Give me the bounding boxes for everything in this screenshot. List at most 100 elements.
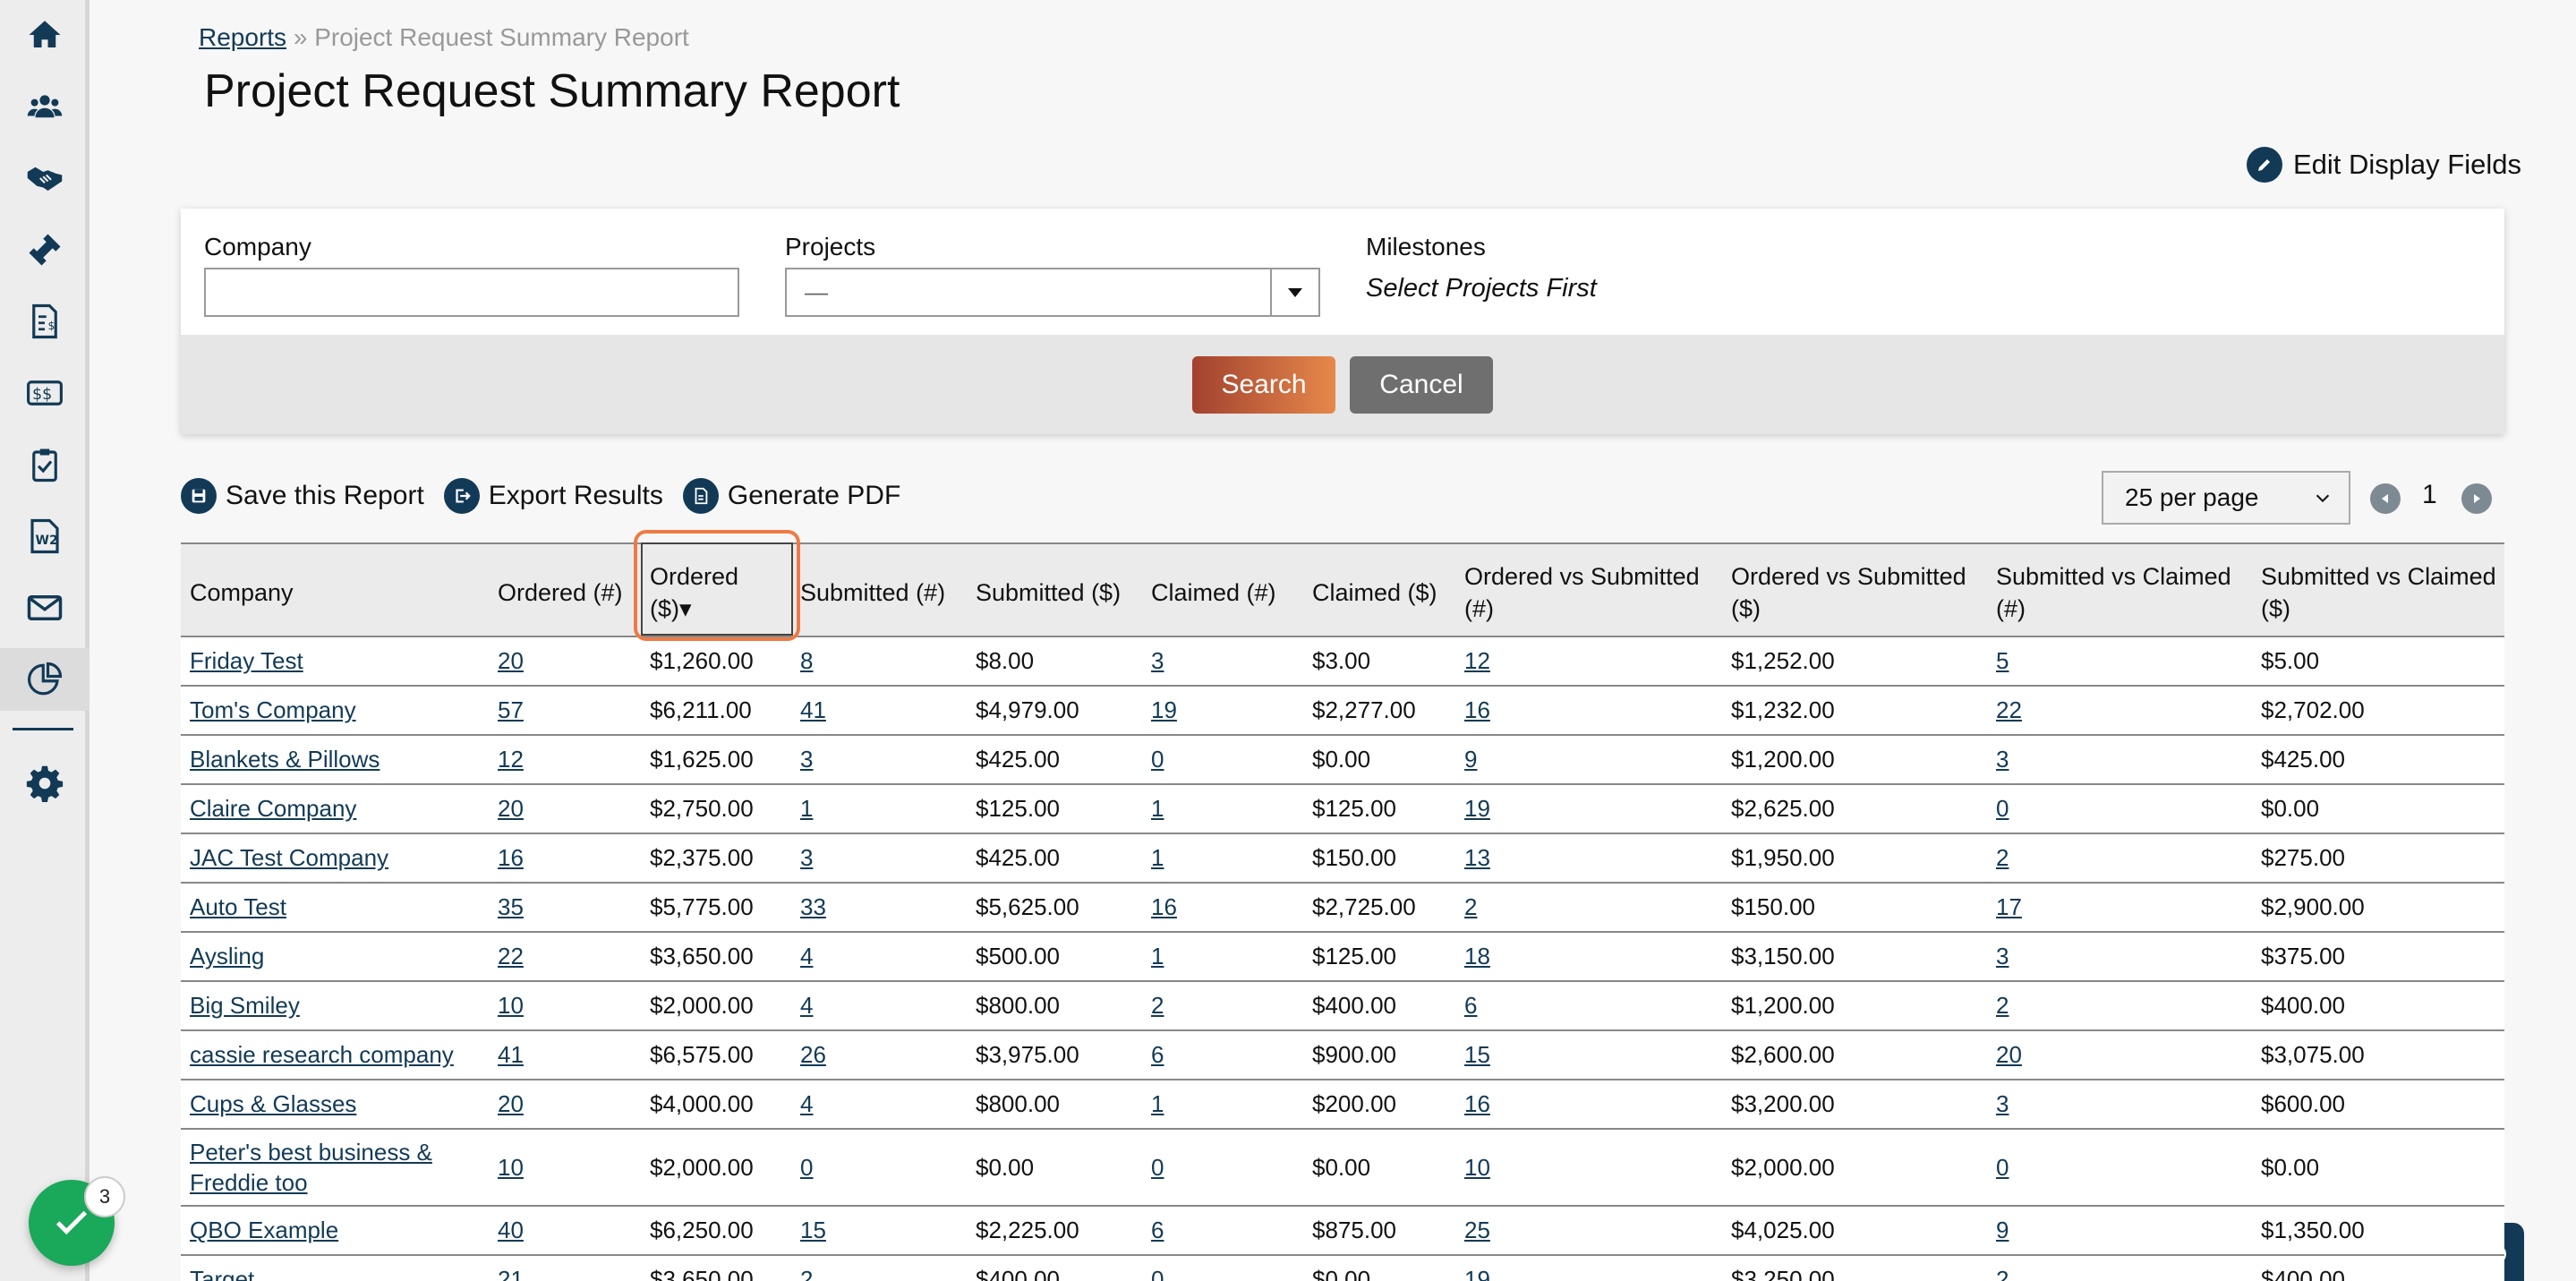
count-link[interactable]: 6 xyxy=(1151,1041,1164,1068)
count-link[interactable]: 40 xyxy=(498,1217,524,1243)
count-link[interactable]: 17 xyxy=(1996,893,2022,920)
count-link[interactable]: 19 xyxy=(1464,1266,1490,1281)
count-link[interactable]: 15 xyxy=(1464,1041,1490,1068)
sidebar-item-reports[interactable] xyxy=(0,648,90,711)
sidebar-item-w2[interactable]: W2 xyxy=(0,505,90,568)
count-link[interactable]: 3 xyxy=(800,844,814,871)
sidebar-item-tickets[interactable] xyxy=(0,218,90,281)
count-link[interactable]: 4 xyxy=(800,1090,814,1117)
column-header[interactable]: Submitted (#) xyxy=(791,542,967,637)
count-link[interactable]: 5 xyxy=(1996,647,2009,674)
company-link[interactable]: Cups & Glasses xyxy=(190,1090,357,1117)
count-link[interactable]: 3 xyxy=(1996,746,2009,773)
count-link[interactable]: 10 xyxy=(498,1154,524,1181)
count-link[interactable]: 0 xyxy=(1151,1266,1164,1281)
count-link[interactable]: 13 xyxy=(1464,844,1490,871)
count-link[interactable]: 16 xyxy=(1464,1090,1490,1117)
count-link[interactable]: 9 xyxy=(1996,1217,2009,1243)
count-link[interactable]: 16 xyxy=(498,844,524,871)
count-link[interactable]: 1 xyxy=(1151,1090,1164,1117)
count-link[interactable]: 4 xyxy=(800,943,814,969)
company-link[interactable]: QBO Example xyxy=(190,1217,339,1243)
column-header[interactable]: Company xyxy=(181,542,489,637)
company-link[interactable]: Friday Test xyxy=(190,647,303,674)
count-link[interactable]: 6 xyxy=(1464,992,1478,1019)
company-link[interactable]: JAC Test Company xyxy=(190,844,389,871)
count-link[interactable]: 21 xyxy=(498,1266,524,1281)
count-link[interactable]: 1 xyxy=(1151,795,1164,822)
count-link[interactable]: 10 xyxy=(1464,1154,1490,1181)
count-link[interactable]: 41 xyxy=(498,1041,524,1068)
count-link[interactable]: 3 xyxy=(1151,647,1164,674)
count-link[interactable]: 0 xyxy=(1996,795,2009,822)
company-link[interactable]: Tom's Company xyxy=(190,696,356,723)
search-button[interactable]: Search xyxy=(1192,356,1335,414)
column-header[interactable]: Ordered ($)▾ xyxy=(641,542,791,637)
count-link[interactable]: 0 xyxy=(1996,1154,2009,1181)
export-results-button[interactable]: Export Results xyxy=(443,478,663,514)
company-link[interactable]: Blankets & Pillows xyxy=(190,746,380,773)
company-link[interactable]: Aysling xyxy=(190,943,265,969)
count-link[interactable]: 8 xyxy=(800,647,814,674)
count-link[interactable]: 20 xyxy=(498,1090,524,1117)
generate-pdf-button[interactable]: Generate PDF xyxy=(682,478,900,514)
count-link[interactable]: 2 xyxy=(1996,1266,2009,1281)
sidebar-item-mail[interactable] xyxy=(0,576,90,639)
count-link[interactable]: 2 xyxy=(1996,844,2009,871)
count-link[interactable]: 16 xyxy=(1151,893,1177,920)
count-link[interactable]: 41 xyxy=(800,696,826,723)
count-link[interactable]: 57 xyxy=(498,696,524,723)
count-link[interactable]: 2 xyxy=(1464,893,1478,920)
column-header[interactable]: Ordered vs Submitted ($) xyxy=(1722,542,1987,637)
count-link[interactable]: 19 xyxy=(1464,795,1490,822)
count-link[interactable]: 20 xyxy=(498,647,524,674)
column-header[interactable]: Ordered (#) xyxy=(489,542,641,637)
count-link[interactable]: 33 xyxy=(800,893,826,920)
count-link[interactable]: 0 xyxy=(1151,1154,1164,1181)
count-link[interactable]: 2 xyxy=(800,1266,814,1281)
count-link[interactable]: 3 xyxy=(800,746,814,773)
count-link[interactable]: 2 xyxy=(1151,992,1164,1019)
count-link[interactable]: 6 xyxy=(1151,1217,1164,1243)
sidebar-item-partners[interactable] xyxy=(0,147,90,209)
count-link[interactable]: 25 xyxy=(1464,1217,1490,1243)
count-link[interactable]: 9 xyxy=(1464,746,1478,773)
column-header[interactable]: Submitted ($) xyxy=(967,542,1142,637)
count-link[interactable]: 12 xyxy=(498,746,524,773)
company-link[interactable]: Auto Test xyxy=(190,893,286,920)
count-link[interactable]: 4 xyxy=(800,992,814,1019)
count-link[interactable]: 35 xyxy=(498,893,524,920)
projects-select[interactable]: — xyxy=(785,268,1320,317)
count-link[interactable]: 22 xyxy=(1996,696,2022,723)
count-link[interactable]: 0 xyxy=(800,1154,814,1181)
company-link[interactable]: Peter's best business & Freddie too xyxy=(190,1139,432,1196)
count-link[interactable]: 22 xyxy=(498,943,524,969)
count-link[interactable]: 20 xyxy=(1996,1041,2022,1068)
count-link[interactable]: 1 xyxy=(800,795,814,822)
count-link[interactable]: 2 xyxy=(1996,992,2009,1019)
sidebar-item-users[interactable] xyxy=(0,75,90,138)
column-header[interactable]: Ordered vs Submitted (#) xyxy=(1455,542,1722,637)
sidebar-item-payments[interactable]: $$ xyxy=(0,362,90,424)
count-link[interactable]: 12 xyxy=(1464,647,1490,674)
sidebar-item-settings[interactable] xyxy=(0,752,90,815)
company-link[interactable]: cassie research company xyxy=(190,1041,454,1068)
column-header[interactable]: Submitted vs Claimed ($) xyxy=(2252,542,2504,637)
count-link[interactable]: 10 xyxy=(498,992,524,1019)
count-link[interactable]: 18 xyxy=(1464,943,1490,969)
next-page-button[interactable] xyxy=(2461,483,2492,514)
company-link[interactable]: Big Smiley xyxy=(190,992,300,1019)
count-link[interactable]: 19 xyxy=(1151,696,1177,723)
per-page-select[interactable]: 25 per page xyxy=(2102,471,2350,525)
company-link[interactable]: Claire Company xyxy=(190,795,357,822)
sidebar-item-tasks[interactable] xyxy=(0,433,90,496)
count-link[interactable]: 3 xyxy=(1996,943,2009,969)
breadcrumb-reports-link[interactable]: Reports xyxy=(199,23,287,51)
count-link[interactable]: 1 xyxy=(1151,844,1164,871)
prev-page-button[interactable] xyxy=(2370,483,2401,514)
sidebar-item-home[interactable] xyxy=(0,4,90,66)
company-input[interactable] xyxy=(204,268,739,317)
count-link[interactable]: 26 xyxy=(800,1041,826,1068)
edit-display-fields-button[interactable]: Edit Display Fields xyxy=(2247,147,2521,183)
count-link[interactable]: 1 xyxy=(1151,943,1164,969)
